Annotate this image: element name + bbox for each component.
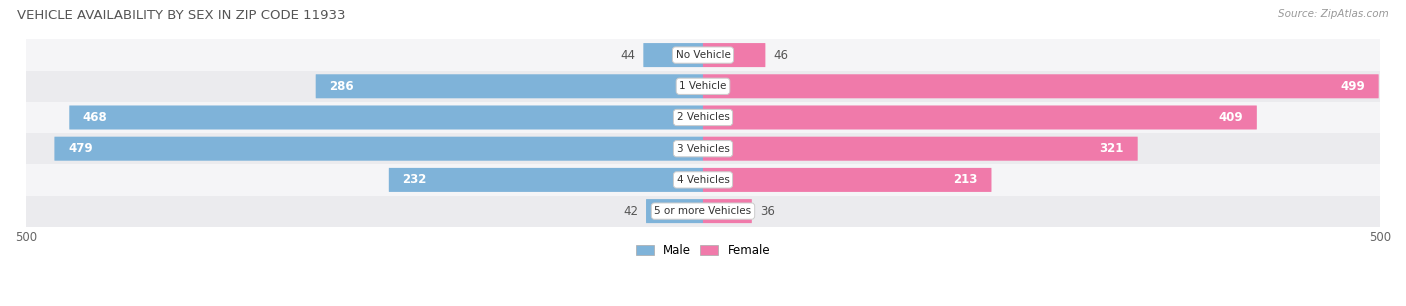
Text: 4 Vehicles: 4 Vehicles (676, 175, 730, 185)
Text: 232: 232 (402, 174, 427, 186)
Bar (27, 39, 1379, 71)
FancyBboxPatch shape (703, 199, 752, 223)
FancyBboxPatch shape (55, 137, 703, 161)
Text: 468: 468 (83, 111, 108, 124)
Text: 42: 42 (623, 205, 638, 218)
Bar (27, 102, 1379, 133)
Text: 321: 321 (1099, 142, 1123, 155)
Bar (27, 71, 1379, 102)
FancyBboxPatch shape (703, 74, 1379, 98)
Text: No Vehicle: No Vehicle (675, 50, 731, 60)
FancyBboxPatch shape (703, 106, 1257, 129)
Bar (27, 164, 1379, 196)
FancyBboxPatch shape (645, 199, 703, 223)
FancyBboxPatch shape (389, 168, 703, 192)
Text: 499: 499 (1340, 80, 1365, 93)
FancyBboxPatch shape (703, 168, 991, 192)
Legend: Male, Female: Male, Female (631, 240, 775, 262)
Text: VEHICLE AVAILABILITY BY SEX IN ZIP CODE 11933: VEHICLE AVAILABILITY BY SEX IN ZIP CODE … (17, 9, 346, 22)
FancyBboxPatch shape (69, 106, 703, 129)
Text: 409: 409 (1219, 111, 1243, 124)
Text: 479: 479 (67, 142, 93, 155)
Text: 213: 213 (953, 174, 977, 186)
Bar (27, 133, 1379, 164)
FancyBboxPatch shape (703, 43, 765, 67)
Text: 2 Vehicles: 2 Vehicles (676, 113, 730, 122)
FancyBboxPatch shape (703, 137, 1137, 161)
Text: 286: 286 (329, 80, 354, 93)
Text: 44: 44 (620, 49, 636, 62)
Text: 36: 36 (759, 205, 775, 218)
Text: 3 Vehicles: 3 Vehicles (676, 144, 730, 154)
Bar (27, 196, 1379, 227)
Text: Source: ZipAtlas.com: Source: ZipAtlas.com (1278, 9, 1389, 19)
Text: 46: 46 (773, 49, 789, 62)
FancyBboxPatch shape (644, 43, 703, 67)
Text: 5 or more Vehicles: 5 or more Vehicles (654, 206, 752, 216)
Text: 1 Vehicle: 1 Vehicle (679, 81, 727, 91)
FancyBboxPatch shape (316, 74, 703, 98)
